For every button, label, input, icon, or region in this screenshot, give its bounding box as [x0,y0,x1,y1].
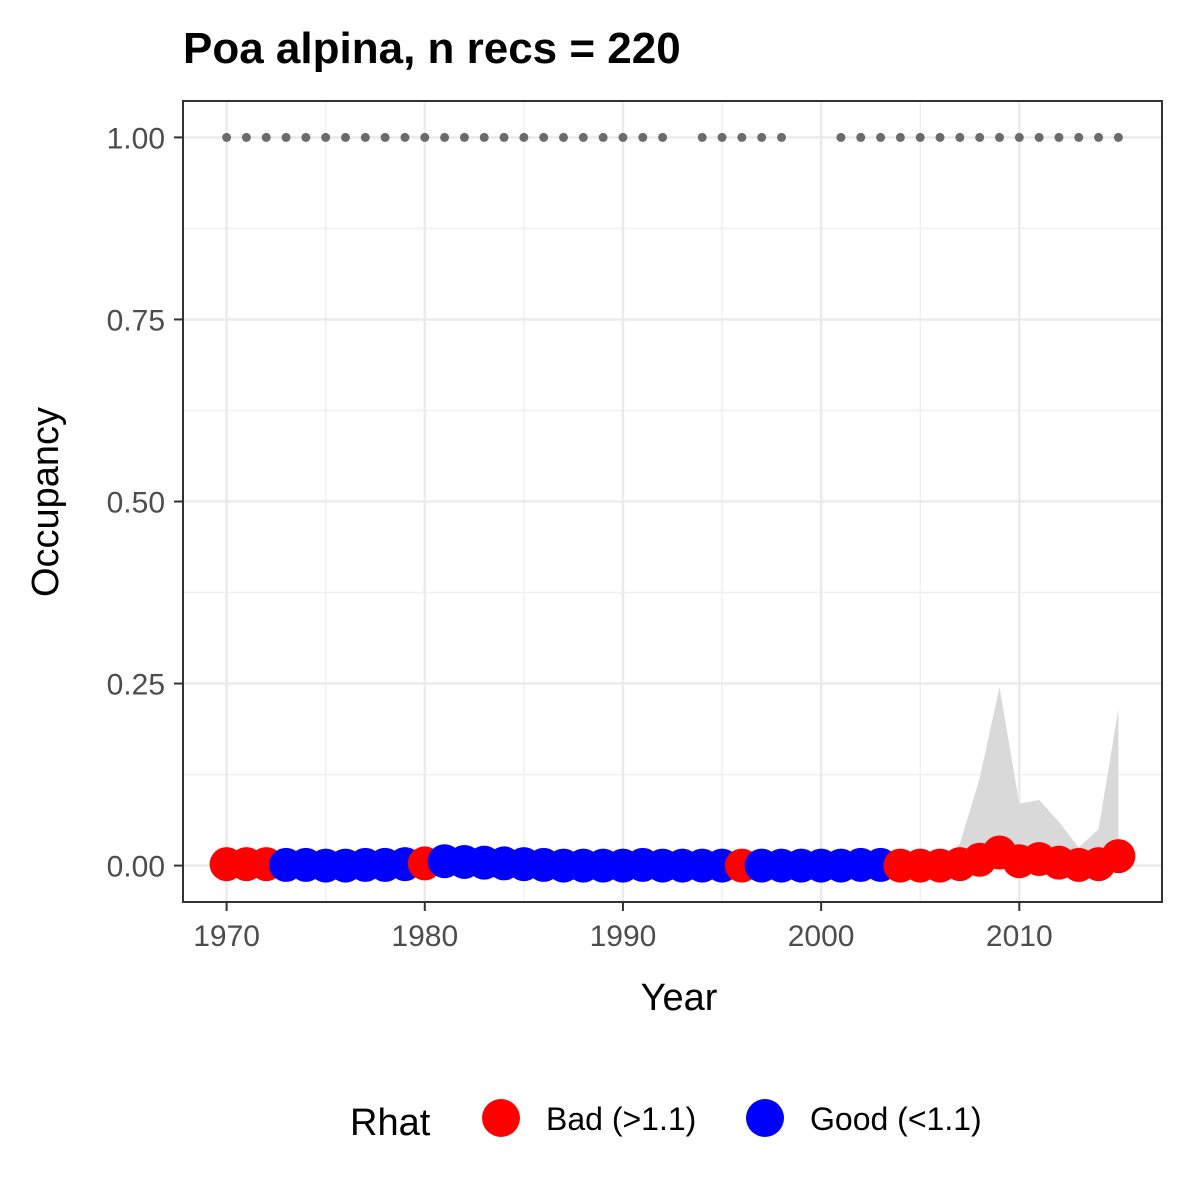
reference-dot [1034,132,1044,142]
legend-key-good [746,1099,784,1137]
reference-dot [618,132,628,142]
reference-dot [360,132,370,142]
reference-dot [479,132,489,142]
x-axis-title: Year [641,977,718,1019]
y-tick-labels: 0.00 0.25 0.50 0.75 1.00 [107,122,165,883]
reference-dot [380,132,390,142]
reference-dot [539,132,549,142]
x-tick-label: 2010 [986,920,1053,953]
reference-dot [915,132,925,142]
reference-dot [697,132,707,142]
reference-dot [459,132,469,142]
reference-dot [1054,132,1064,142]
reference-dot [994,132,1004,142]
reference-dot [440,132,450,142]
reference-dot [975,132,985,142]
y-tick-label: 0.50 [107,487,165,520]
x-tick-label: 2000 [788,920,855,953]
occupancy-points [209,835,1136,883]
reference-dot [1094,132,1104,142]
y-tick-label: 1.00 [107,122,165,155]
reference-dot [1074,132,1084,142]
reference-dot [321,132,331,142]
ribbon-area [940,687,1119,866]
reference-dot [499,132,509,142]
reference-dots [222,132,1123,142]
reference-dot [341,132,351,142]
reference-dot [519,132,529,142]
reference-dot [717,132,727,142]
reference-dot [559,132,569,142]
x-tick-label: 1970 [193,920,260,953]
reference-dot [578,132,588,142]
legend-title: Rhat [350,1102,431,1144]
reference-dot [955,132,965,142]
y-tick-label: 0.00 [107,851,165,884]
y-tick-label: 0.25 [107,669,165,702]
x-tick-label: 1980 [391,920,458,953]
reference-dot [836,132,846,142]
data-point-bad [1101,839,1136,874]
reference-dot [876,132,886,142]
x-tick-labels: 1970 1980 1990 2000 2010 [193,920,1052,953]
reference-dot [658,132,668,142]
chart-title: Poa alpina, n recs = 220 [183,24,681,73]
reference-dot [281,132,291,142]
reference-dot [776,132,786,142]
reference-dot [301,132,311,142]
reference-dot [598,132,608,142]
reference-dot [222,132,232,142]
reference-dot [1014,132,1024,142]
reference-dot [935,132,945,142]
confidence-ribbon [940,687,1119,866]
axis-ticks [174,136,1021,911]
legend-label-bad: Bad (>1.1) [546,1101,696,1137]
reference-dot [1113,132,1123,142]
reference-dot [420,132,430,142]
legend: Rhat Bad (>1.1) Good (<1.1) [350,1099,982,1144]
reference-dot [895,132,905,142]
reference-dot [757,132,767,142]
y-axis-title: Occupancy [25,407,67,597]
legend-label-good: Good (<1.1) [810,1101,982,1137]
x-tick-label: 1990 [590,920,657,953]
reference-dot [261,132,271,142]
reference-dot [638,132,648,142]
reference-dot [737,132,747,142]
legend-key-bad [482,1099,520,1137]
reference-dot [241,132,251,142]
reference-dot [856,132,866,142]
y-tick-label: 0.75 [107,304,165,337]
reference-dot [400,132,410,142]
